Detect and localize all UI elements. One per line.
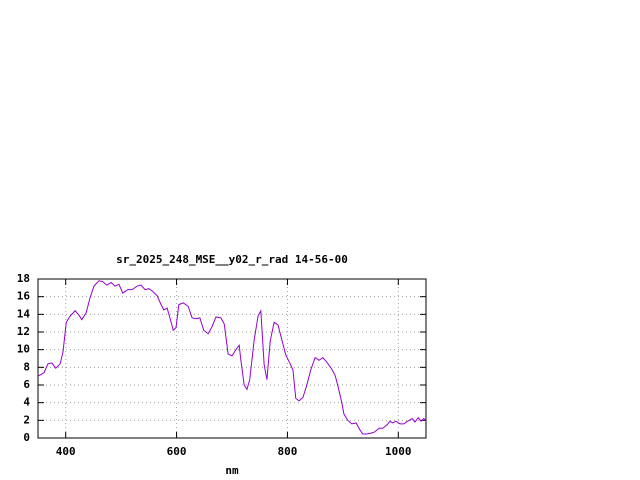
x-tick-label: 1000	[385, 445, 412, 458]
y-tick-label: 2	[23, 413, 30, 426]
plot-frame	[37, 278, 427, 439]
y-tick-label: 12	[17, 325, 30, 338]
y-tick-label: 6	[23, 378, 30, 391]
x-tick-label: 400	[56, 445, 76, 458]
data-line	[37, 280, 427, 435]
y-tick-label: 10	[17, 343, 30, 356]
y-tick-label: 16	[17, 290, 31, 303]
y-tick-label: 4	[23, 396, 30, 409]
chart-title: sr_2025_248_MSE__y02_r_rad 14-56-00	[116, 253, 348, 266]
y-tick-label: 8	[23, 360, 30, 373]
x-tick-label: 800	[277, 445, 297, 458]
y-tick-label: 14	[17, 307, 31, 320]
x-axis-label: nm	[225, 464, 239, 477]
y-tick-label: 0	[23, 431, 30, 444]
x-tick-label: 600	[167, 445, 187, 458]
y-tick-label: 18	[17, 272, 30, 285]
